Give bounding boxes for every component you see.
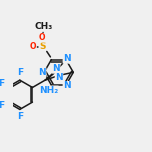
Text: N: N xyxy=(55,73,63,82)
Text: N: N xyxy=(52,64,60,73)
Text: O: O xyxy=(30,42,36,51)
Text: N: N xyxy=(63,81,71,90)
Text: NH₂: NH₂ xyxy=(39,86,58,95)
Text: F: F xyxy=(17,112,23,121)
Text: O: O xyxy=(39,33,45,42)
Text: F: F xyxy=(0,79,4,88)
Text: S: S xyxy=(39,42,45,51)
Text: N: N xyxy=(38,68,46,77)
Text: F: F xyxy=(17,68,23,77)
Text: F: F xyxy=(0,101,4,110)
Text: CH₃: CH₃ xyxy=(35,22,53,31)
Text: N: N xyxy=(63,54,71,63)
